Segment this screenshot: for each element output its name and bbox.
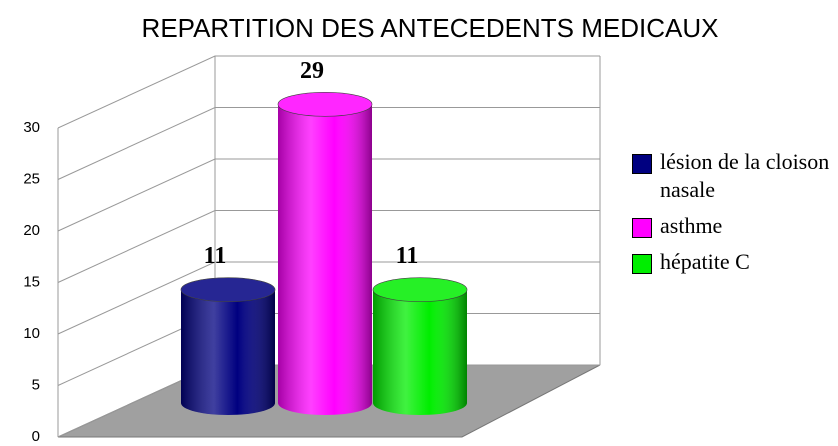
bar-top bbox=[180, 277, 276, 303]
bar-shade bbox=[278, 104, 372, 415]
bar bbox=[277, 92, 373, 415]
y-tick-label: 15 bbox=[23, 273, 40, 290]
value-label: 11 bbox=[396, 243, 419, 269]
legend-label: hépatite C bbox=[660, 249, 750, 274]
bar bbox=[180, 277, 276, 415]
grid-line bbox=[57, 261, 600, 335]
legend-item: hépatite C bbox=[632, 248, 832, 276]
legend-label: lésion de la cloison nasale bbox=[660, 149, 830, 202]
legend-swatch bbox=[632, 218, 652, 238]
legend-label: asthme bbox=[660, 213, 723, 238]
bar-top-shade bbox=[181, 277, 275, 302]
y-tick-label: 25 bbox=[23, 170, 40, 187]
legend-item: asthme bbox=[632, 212, 832, 240]
y-tick-label: 30 bbox=[23, 119, 40, 136]
y-tick-label: 10 bbox=[23, 325, 40, 342]
y-tick-label: 20 bbox=[23, 222, 40, 239]
grid-line bbox=[57, 158, 600, 232]
bar-shade bbox=[181, 289, 275, 415]
bar-top-shade bbox=[373, 277, 467, 302]
legend-item: lésion de la cloison nasale bbox=[632, 148, 832, 204]
bar-top bbox=[277, 92, 373, 117]
grid-line bbox=[57, 107, 600, 180]
legend: lésion de la cloison nasale asthme hépatit… bbox=[632, 148, 832, 284]
value-label: 11 bbox=[204, 243, 227, 269]
legend-swatch bbox=[632, 154, 652, 174]
value-label: 29 bbox=[300, 58, 324, 84]
grid-line bbox=[57, 210, 600, 283]
y-tick-label: 0 bbox=[32, 428, 40, 445]
bar bbox=[372, 277, 468, 415]
y-tick-label: 5 bbox=[32, 376, 40, 393]
bar-top bbox=[372, 277, 468, 303]
chart-title: REPARTITION DES ANTECEDENTS MEDICAUX bbox=[142, 13, 719, 43]
grid-line bbox=[57, 55, 600, 129]
bar-top-shade bbox=[278, 92, 372, 117]
bar-shade bbox=[373, 289, 467, 415]
legend-swatch bbox=[632, 254, 652, 274]
